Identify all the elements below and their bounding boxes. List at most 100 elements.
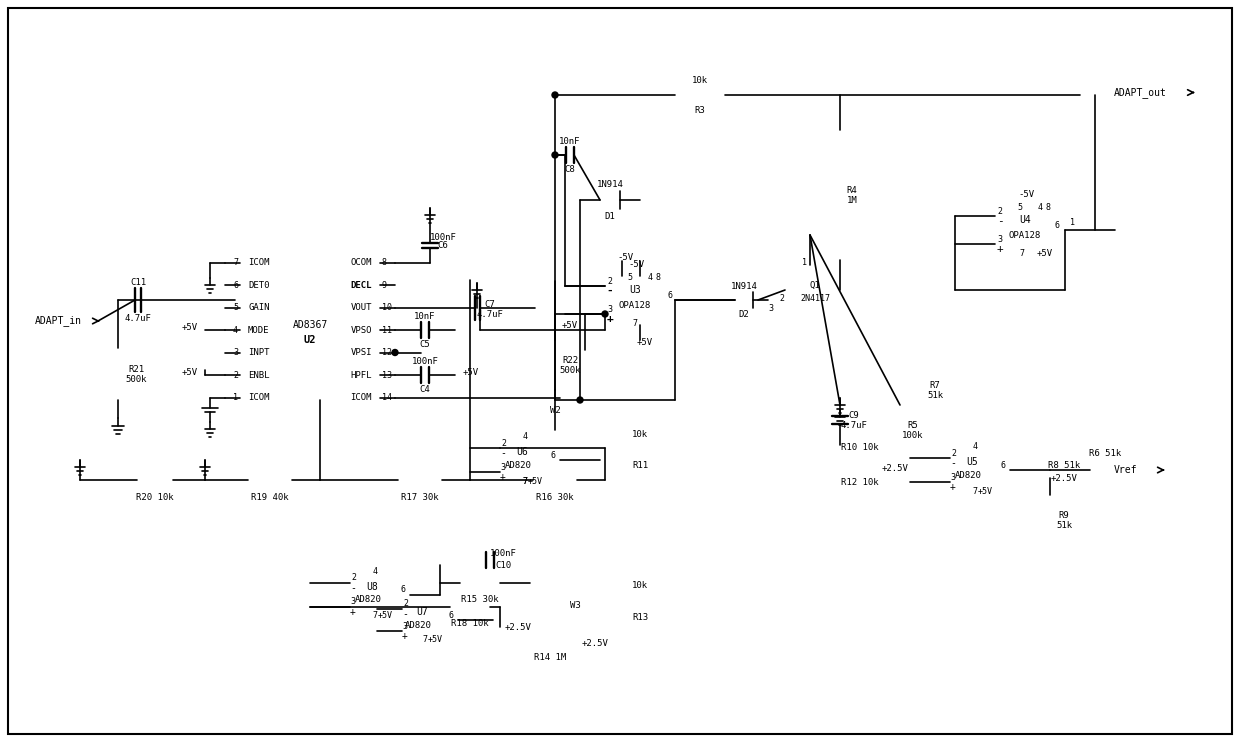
Circle shape <box>1047 467 1053 473</box>
Bar <box>833 130 847 260</box>
Text: U3: U3 <box>629 285 641 295</box>
Circle shape <box>202 477 208 483</box>
Circle shape <box>115 297 122 303</box>
Text: 7: 7 <box>423 635 428 644</box>
Text: -5V: -5V <box>618 253 634 262</box>
Circle shape <box>392 349 398 355</box>
Text: +: + <box>950 482 956 492</box>
Text: -: - <box>402 608 408 619</box>
Polygon shape <box>735 293 753 307</box>
Text: 4: 4 <box>972 441 977 450</box>
Text: AD820: AD820 <box>505 461 532 470</box>
Text: 1: 1 <box>802 257 807 266</box>
Text: 5: 5 <box>1018 203 1023 211</box>
Text: ICOM: ICOM <box>248 393 269 402</box>
Text: 3: 3 <box>501 462 506 471</box>
Text: VOUT: VOUT <box>351 303 372 312</box>
Text: 3: 3 <box>403 622 408 631</box>
Text: 3: 3 <box>351 597 356 606</box>
Text: 6: 6 <box>551 450 556 459</box>
Bar <box>398 473 441 487</box>
Text: 2: 2 <box>351 574 357 582</box>
Text: 6: 6 <box>449 611 454 620</box>
Text: 5: 5 <box>233 303 238 312</box>
Text: +5V: +5V <box>463 367 479 376</box>
Circle shape <box>1092 92 1097 98</box>
Text: R13: R13 <box>632 612 649 622</box>
Text: +: + <box>350 607 356 617</box>
Text: 9: 9 <box>382 280 387 289</box>
Text: 7: 7 <box>522 476 527 485</box>
Text: R4: R4 <box>847 186 857 194</box>
Text: C6: C6 <box>438 241 449 250</box>
Text: INPT: INPT <box>248 348 269 357</box>
Text: 100nF: 100nF <box>429 233 456 242</box>
Text: 1M: 1M <box>847 195 857 205</box>
Circle shape <box>601 477 608 483</box>
Text: 2N4117: 2N4117 <box>800 294 830 303</box>
Text: 4: 4 <box>1038 203 1043 211</box>
Text: 4.7uF: 4.7uF <box>841 421 868 430</box>
Text: +5V: +5V <box>637 338 653 347</box>
Bar <box>842 458 878 472</box>
Text: 2: 2 <box>233 370 238 379</box>
Text: ICOM: ICOM <box>248 258 269 267</box>
Text: -: - <box>606 286 614 296</box>
Text: C4: C4 <box>419 384 430 393</box>
Text: DECL: DECL <box>351 280 372 289</box>
Circle shape <box>1092 227 1097 233</box>
Text: R21: R21 <box>128 364 144 373</box>
Text: OPA128: OPA128 <box>619 301 651 309</box>
Text: 13: 13 <box>382 370 392 379</box>
Text: 1N914: 1N914 <box>596 180 624 188</box>
Text: C8: C8 <box>564 165 575 174</box>
Text: C5: C5 <box>419 340 430 349</box>
Circle shape <box>317 477 322 483</box>
Text: Q1: Q1 <box>810 280 821 289</box>
Bar <box>622 593 658 607</box>
Text: 3: 3 <box>233 348 238 357</box>
Bar <box>548 340 562 390</box>
Text: -5V: -5V <box>629 260 645 269</box>
Text: 7: 7 <box>1019 249 1024 257</box>
Text: 100nF: 100nF <box>412 356 439 366</box>
Bar <box>1090 80 1190 105</box>
Text: +5V: +5V <box>377 611 393 620</box>
Text: +2.5V: +2.5V <box>505 623 532 631</box>
Text: HPFL: HPFL <box>351 370 372 379</box>
Text: DET0: DET0 <box>248 280 269 289</box>
Text: +5V: +5V <box>182 367 198 376</box>
Text: +5V: +5V <box>527 476 542 485</box>
Text: +: + <box>402 631 408 641</box>
Circle shape <box>837 92 843 98</box>
Text: C7: C7 <box>485 300 495 309</box>
Text: OCOM: OCOM <box>351 258 372 267</box>
Text: +2.5V: +2.5V <box>582 639 609 648</box>
Text: 3: 3 <box>951 473 956 482</box>
Text: C10: C10 <box>495 560 511 570</box>
Text: C11: C11 <box>130 278 146 286</box>
Text: 500k: 500k <box>125 375 146 384</box>
Text: +: + <box>500 472 506 482</box>
Text: R22: R22 <box>562 355 578 364</box>
Text: 11: 11 <box>382 326 392 335</box>
Text: 10nF: 10nF <box>414 312 435 321</box>
Circle shape <box>601 311 608 317</box>
Text: 1: 1 <box>1070 217 1075 226</box>
Text: +: + <box>606 314 614 324</box>
Text: VPSO: VPSO <box>351 326 372 335</box>
Text: 4.7uF: 4.7uF <box>476 310 503 319</box>
Text: ADAPT_in: ADAPT_in <box>35 315 82 326</box>
Text: 3: 3 <box>608 304 613 314</box>
Text: U8: U8 <box>366 582 378 592</box>
Circle shape <box>527 580 533 586</box>
Text: -: - <box>997 216 1003 226</box>
Text: +5V: +5V <box>1037 249 1053 257</box>
Text: GAIN: GAIN <box>248 303 269 312</box>
Bar <box>241 240 379 420</box>
Bar <box>136 473 174 487</box>
Circle shape <box>552 152 558 158</box>
Text: 10: 10 <box>382 303 392 312</box>
Text: 10k: 10k <box>692 76 708 85</box>
Text: VPSI: VPSI <box>351 348 372 357</box>
